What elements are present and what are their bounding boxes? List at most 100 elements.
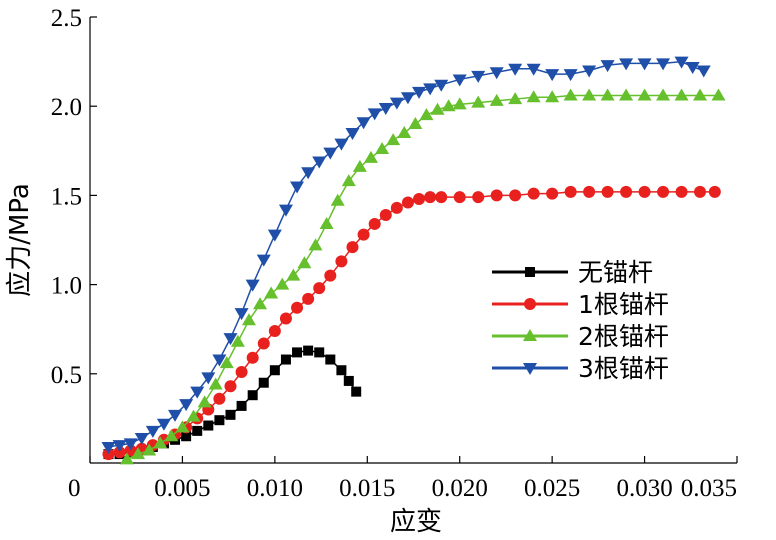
series-2-point (601, 185, 614, 198)
series-1-point (343, 375, 354, 386)
series-2-point (490, 189, 503, 202)
series-1-point (351, 386, 362, 397)
legend-item-4: 3根锚杆 (492, 354, 669, 383)
series-4-point (334, 138, 349, 151)
series-2-point (509, 189, 522, 202)
series-2-point (657, 185, 670, 198)
series-4-point (526, 63, 541, 76)
series-2-point (583, 185, 596, 198)
series-4-point (656, 58, 671, 71)
series-3-point (397, 125, 412, 138)
axes: 0 0.005 0.010 0.015 0.020 0.025 0.030 0.035 0.5 1… (51, 5, 738, 502)
series-3-point (582, 88, 597, 101)
series-2-point (401, 196, 414, 209)
series-2-point (424, 191, 437, 204)
legend-item-2: 1根锚杆 (492, 290, 669, 319)
series-4-point (389, 97, 404, 110)
series-1-point (292, 347, 303, 358)
x-tick-label: 0.015 (339, 475, 395, 502)
legend-swatch-marker (523, 329, 537, 341)
series-4 (101, 56, 711, 454)
series-4-point (323, 147, 338, 160)
series-4-point (201, 372, 216, 385)
legend-item-1: 无锚杆 (492, 258, 653, 287)
series-2-point (453, 191, 466, 204)
series-3-point (131, 447, 146, 460)
series-group (101, 56, 726, 465)
series-2-point (102, 448, 115, 461)
series-3-point (489, 93, 504, 106)
series-4-point (156, 418, 171, 431)
y-tick-label: 2.0 (51, 94, 82, 121)
series-1-point (192, 425, 203, 436)
series-3-point (375, 142, 390, 155)
series-2-point (324, 269, 337, 282)
series-3-point (142, 443, 157, 456)
series-3-point (563, 88, 578, 101)
series-3-point (693, 88, 708, 101)
series-4-point (356, 117, 371, 130)
x-tick-label: 0.005 (154, 475, 210, 502)
x-tick-label: 0.010 (247, 475, 303, 502)
x-tick-label: 0.035 (681, 475, 737, 502)
x-tick-label: 0.030 (616, 475, 672, 502)
series-1-point (181, 431, 192, 442)
series-4-point (545, 69, 560, 82)
series-1-point (225, 409, 236, 420)
series-3-point (153, 436, 168, 449)
y-axis-title: 应力/MPa (5, 183, 35, 297)
series-2-point (291, 301, 304, 314)
series-3-point (208, 377, 223, 390)
series-1-point (269, 365, 280, 376)
series-3-point (452, 97, 467, 110)
legend-label: 1根锚杆 (578, 290, 669, 319)
series-2-point (413, 192, 426, 205)
series-4-point (234, 308, 249, 321)
y-tick-label: 1.0 (51, 273, 82, 300)
series-2-point (357, 228, 370, 241)
series-1-point (236, 400, 247, 411)
series-3-point (186, 409, 201, 422)
series-3-point (241, 313, 256, 326)
series-2-point (435, 191, 448, 204)
x-tick-label: 0.025 (524, 475, 580, 502)
legend-label: 无锚杆 (578, 258, 653, 287)
series-4-point (412, 86, 427, 99)
series-2-point (124, 444, 137, 457)
series-1-point (214, 415, 225, 426)
series-4-point (471, 70, 486, 83)
series-2-point (675, 185, 688, 198)
series-3-point (408, 117, 423, 130)
legend-label: 2根锚杆 (578, 322, 669, 351)
series-3-point (352, 159, 367, 172)
series-4-point (112, 440, 127, 453)
series-4-point (290, 181, 305, 194)
series-1-point (203, 420, 214, 431)
legend-swatch-marker (525, 267, 535, 277)
series-3-point (674, 88, 689, 101)
series-2-point (708, 185, 721, 198)
series-2-point (113, 446, 126, 459)
x-tick-label: 0 (68, 475, 81, 502)
series-4-point (367, 108, 382, 121)
series-4-point (582, 65, 597, 78)
series-3-point (526, 90, 541, 103)
series-4-point (685, 61, 700, 74)
series-4-point (278, 204, 293, 217)
series-2-point (313, 282, 326, 295)
series-3-point (230, 334, 245, 347)
series-3-point (330, 193, 345, 206)
series-1-point (336, 365, 347, 376)
series-3-point (656, 88, 671, 101)
series-3-point (341, 174, 356, 187)
series-2-point (564, 185, 577, 198)
series-3-point (219, 356, 234, 369)
series-2-point (257, 337, 270, 350)
series-3-point (319, 216, 334, 229)
series-4-point (145, 425, 160, 438)
series-1-point (314, 347, 325, 358)
series-3-point (175, 420, 190, 433)
series-2-point (472, 191, 485, 204)
series-4-point (674, 56, 689, 69)
series-2-point (546, 187, 559, 200)
